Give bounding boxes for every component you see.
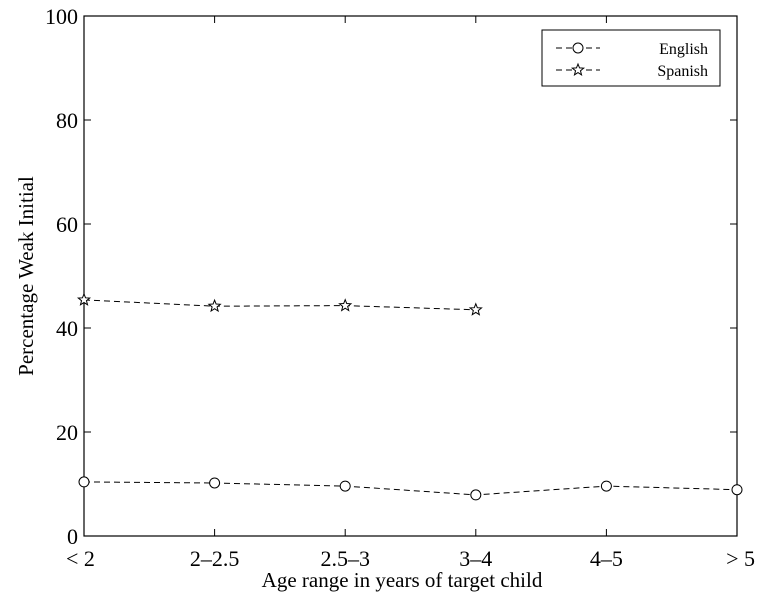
- series-line-spanish: [83, 299, 476, 311]
- data-point-english: [78, 476, 90, 488]
- data-point-english: [470, 489, 482, 501]
- series-layer: [76, 292, 743, 501]
- x-tick-label: < 2: [66, 546, 95, 571]
- legend: English Spanish: [541, 29, 721, 87]
- x-axis: < 2 2–2.5 2.5–3 3–4 4–5 > 5: [66, 16, 755, 571]
- y-tick-label: 100: [45, 4, 78, 29]
- y-tick-label: 0: [67, 524, 78, 549]
- data-point-english: [209, 477, 221, 489]
- legend-label-english: English: [659, 41, 708, 58]
- legend-marker-english: [572, 42, 584, 54]
- legend-marker-spanish: [570, 62, 586, 76]
- data-point-spanish: [207, 298, 222, 313]
- data-point-spanish: [468, 302, 483, 316]
- series-line-english: [83, 481, 738, 496]
- data-point-spanish: [76, 292, 92, 306]
- x-tick-label: 3–4: [459, 546, 492, 571]
- x-tick-label: > 5: [726, 546, 755, 571]
- data-point-english: [731, 484, 743, 496]
- y-axis: 0 20 40 60 80 100: [45, 4, 737, 549]
- legend-label-spanish: Spanish: [657, 63, 708, 80]
- y-tick-label: 20: [56, 420, 78, 445]
- plot-area-frame: [83, 15, 738, 537]
- x-axis-title: Age range in years of target child: [262, 568, 543, 592]
- data-point-english: [600, 480, 612, 492]
- x-tick-label: 2.5–3: [320, 546, 370, 571]
- y-tick-label: 40: [56, 316, 78, 341]
- x-tick-label: 2–2.5: [190, 546, 240, 571]
- y-tick-label: 60: [56, 212, 78, 237]
- x-tick-label: 4–5: [590, 546, 623, 571]
- data-point-english: [339, 480, 351, 492]
- legend-box: [541, 29, 721, 87]
- data-point-spanish: [338, 298, 353, 312]
- y-tick-label: 80: [56, 108, 78, 133]
- y-axis-title: Percentage Weak Initial: [14, 176, 38, 376]
